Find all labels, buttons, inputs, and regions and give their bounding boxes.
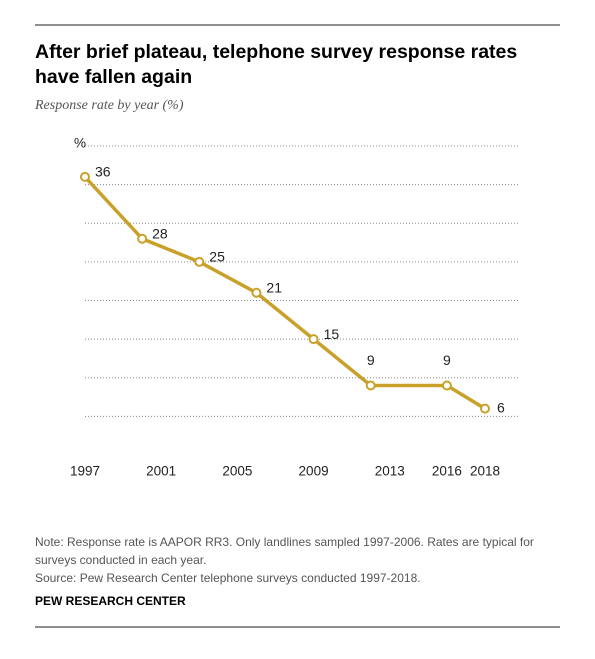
marker — [308, 334, 319, 345]
marker — [137, 233, 148, 244]
chart-title: have fallen again — [35, 66, 192, 88]
marker — [480, 403, 490, 414]
x-tick-label: 2013 — [375, 464, 405, 479]
x-tick-label: 2001 — [146, 464, 176, 479]
marker — [365, 380, 376, 391]
source: PEW RESEARCH CENTER — [35, 594, 186, 608]
data-label: 25 — [209, 249, 225, 265]
marker — [441, 380, 452, 391]
marker — [80, 171, 90, 182]
x-tick-label: 2009 — [299, 464, 329, 479]
marker — [194, 256, 205, 267]
data-label: 9 — [443, 352, 451, 368]
x-tick-label: 2005 — [222, 464, 252, 479]
data-label: 28 — [152, 225, 168, 241]
x-tick-label: 2016 — [432, 464, 462, 479]
data-label: 9 — [367, 352, 375, 368]
note: Note: Response rate is AAPOR RR3. Only l… — [35, 535, 534, 549]
x-tick-label: 2018 — [470, 464, 500, 479]
data-label: 36 — [95, 164, 111, 180]
note: Source: Pew Research Center telephone su… — [35, 571, 421, 585]
line — [83, 175, 486, 411]
data-label: 15 — [324, 326, 340, 342]
note: surveys conducted in each year. — [35, 553, 206, 567]
marker — [251, 287, 262, 298]
y-tick-label: % — [74, 136, 86, 151]
data-label: 6 — [497, 399, 505, 415]
x-tick-label: 1997 — [70, 464, 100, 479]
subtitle: Response rate by year (%) — [34, 98, 184, 113]
chart-title: After brief plateau, telephone survey re… — [35, 41, 517, 63]
data-label: 21 — [266, 279, 282, 295]
